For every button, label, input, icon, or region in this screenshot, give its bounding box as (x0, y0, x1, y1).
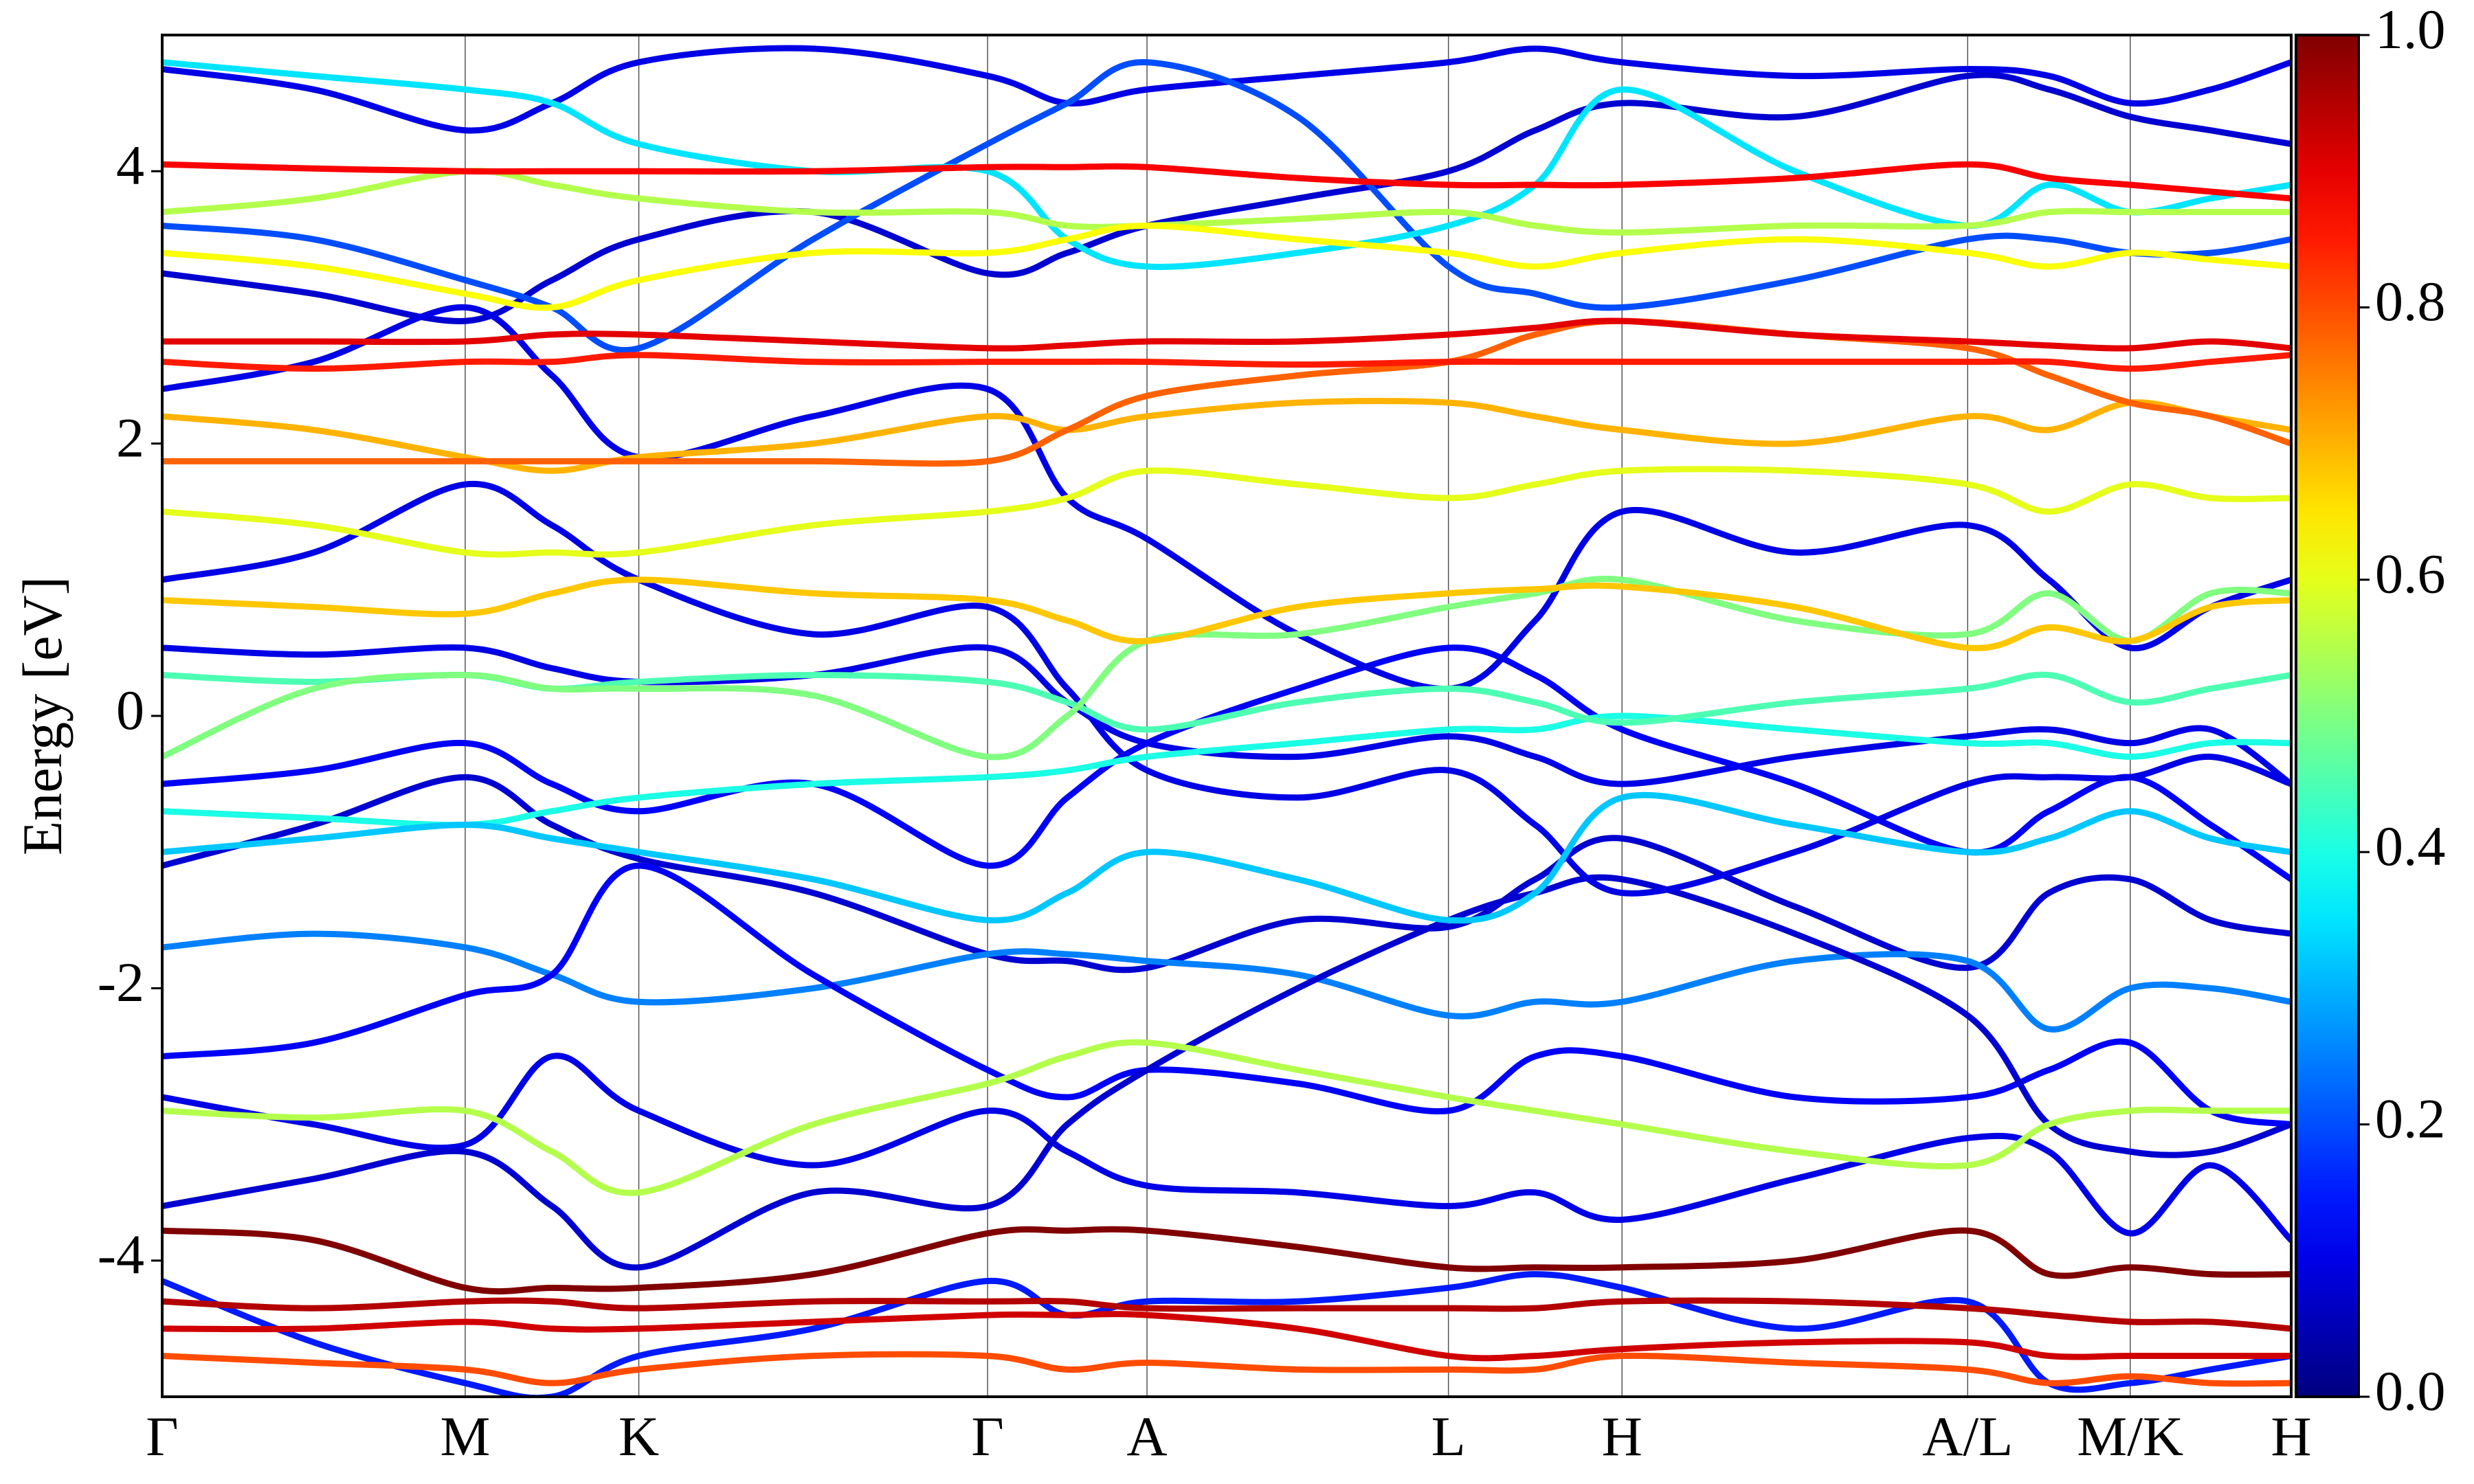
band (162, 59, 2291, 354)
band (162, 644, 2291, 883)
x-tick-label: H (1602, 1405, 1642, 1468)
y-tick-label: 4 (116, 134, 144, 196)
x-tick-label: M/K (2077, 1405, 2183, 1468)
band (162, 466, 2291, 558)
band (162, 671, 2291, 733)
x-tick-label: M (440, 1405, 490, 1468)
colorbar-tick-label: 0.4 (2375, 815, 2446, 877)
band (162, 59, 2291, 270)
band (162, 576, 2291, 651)
band (162, 862, 2291, 1128)
colorbar-tick-label: 1.0 (2375, 0, 2446, 60)
band (162, 304, 2291, 692)
band (162, 1226, 2291, 1295)
band (162, 352, 2291, 372)
band (162, 644, 2291, 787)
x-tick-label: Γ (146, 1405, 178, 1468)
band (162, 161, 2291, 202)
band (162, 1039, 2291, 1196)
x-tick-label: Γ (971, 1405, 1003, 1468)
band (162, 1311, 2291, 1362)
band (162, 317, 2291, 352)
band (162, 317, 2291, 467)
colorbar-tick-label: 0.2 (2375, 1087, 2446, 1149)
x-tick-label: L (1431, 1405, 1466, 1468)
band (162, 712, 2291, 829)
y-tick-label: -2 (98, 951, 144, 1013)
colorbar-tick-label: 0.6 (2375, 543, 2446, 605)
y-axis-label: Energy [eV] (11, 576, 74, 855)
band (162, 45, 2291, 134)
colorbar-tick-label: 0.0 (2375, 1360, 2446, 1422)
band (162, 576, 2291, 761)
band (162, 71, 2291, 324)
band (162, 774, 2291, 974)
x-tick-label: A/L (1922, 1405, 2013, 1468)
band (162, 874, 2291, 1271)
band (162, 398, 2291, 474)
y-tick-label: -4 (98, 1224, 144, 1286)
band (162, 1053, 2291, 1244)
y-tick-label: 2 (116, 406, 144, 469)
colorbar (2295, 34, 2360, 1398)
band (162, 1271, 2291, 1397)
band (162, 791, 2291, 924)
y-tick-label: 0 (116, 679, 144, 741)
band (162, 168, 2291, 236)
band (162, 222, 2291, 311)
band (162, 480, 2291, 897)
band (162, 1297, 2291, 1332)
colorbar-tick-label: 0.8 (2375, 270, 2446, 333)
x-tick-label: K (618, 1405, 659, 1468)
band (162, 1351, 2291, 1387)
bands (162, 45, 2291, 1397)
x-tick-label: A (1126, 1405, 1167, 1468)
x-tick-label: H (2271, 1405, 2311, 1468)
